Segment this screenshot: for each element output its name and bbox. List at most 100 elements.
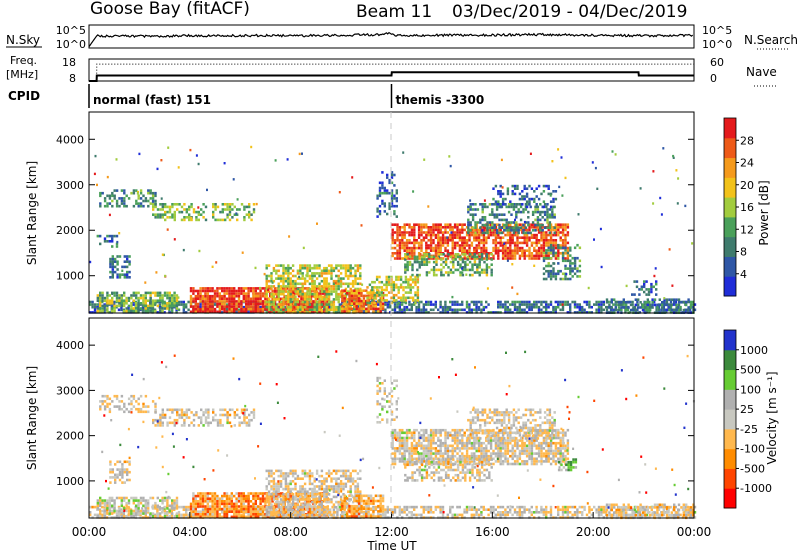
power-cell — [279, 264, 283, 267]
power-cell — [475, 300, 478, 304]
power-cell — [500, 226, 504, 229]
power-cell — [199, 287, 202, 290]
power-cell — [115, 304, 119, 308]
power-cell — [398, 233, 402, 237]
power-cell — [265, 290, 268, 293]
power-cell — [106, 296, 109, 300]
power-cell — [453, 241, 457, 245]
power-cell — [177, 303, 181, 306]
power-cell — [566, 241, 570, 245]
power-cell — [275, 277, 278, 280]
power-cell — [461, 239, 464, 242]
power-cell — [390, 191, 394, 195]
power-cell — [287, 305, 290, 309]
power-cell — [546, 221, 549, 224]
power-cell — [214, 205, 217, 209]
velocity-cell — [343, 511, 346, 514]
power-cell — [485, 236, 488, 239]
power-cell — [265, 300, 268, 304]
velocity-cell — [401, 511, 404, 514]
power-cell — [542, 236, 546, 239]
power-cell — [120, 308, 123, 312]
power-cell — [418, 273, 421, 277]
power-cell — [543, 226, 547, 229]
power-cell — [458, 246, 462, 250]
power-cell — [434, 300, 437, 304]
power-cell — [106, 234, 109, 238]
power-cell — [171, 296, 174, 300]
power-cell — [553, 213, 556, 216]
power-cell — [573, 267, 577, 270]
velocity-cell — [549, 511, 553, 514]
power-cell — [410, 257, 414, 260]
power-cell — [381, 199, 384, 203]
power-cell — [610, 306, 613, 309]
power-cell — [439, 236, 442, 239]
power-cell — [128, 255, 131, 258]
power-cell — [327, 287, 331, 291]
power-cell — [106, 294, 109, 297]
power-cell — [395, 283, 398, 287]
power-cell — [467, 231, 470, 235]
power-cell — [371, 286, 374, 289]
power-cell — [645, 280, 648, 283]
power-cell — [469, 221, 472, 224]
power-cell — [413, 241, 416, 245]
power-cell — [459, 266, 462, 269]
power-cell — [386, 173, 389, 177]
velocity-cell — [240, 513, 243, 517]
power-cell — [625, 308, 628, 312]
power-cell — [559, 231, 562, 234]
velocity-cell — [408, 505, 411, 509]
power-cell — [171, 205, 174, 209]
power-cell — [323, 277, 326, 280]
power-cell — [473, 300, 476, 304]
power-cell — [564, 226, 567, 229]
power-cell — [324, 302, 327, 306]
velocity-cell — [180, 513, 183, 517]
power-cell — [206, 302, 209, 306]
power-cell — [401, 246, 404, 250]
power-cell — [475, 246, 478, 250]
power-cell — [475, 226, 478, 229]
power-cell — [89, 311, 92, 314]
power-cell — [99, 296, 102, 300]
power-cell — [648, 311, 651, 314]
power-cell — [525, 239, 529, 242]
power-cell — [437, 231, 440, 234]
velocity-cell — [573, 505, 577, 509]
power-cell — [682, 301, 685, 304]
power-cell — [527, 221, 530, 224]
velocity-cell — [393, 511, 397, 514]
power-cell — [277, 285, 280, 288]
power-cell — [267, 274, 271, 278]
power-cell — [283, 294, 286, 298]
power-cell — [149, 304, 152, 308]
power-cell — [383, 283, 386, 287]
velocity-cell — [386, 508, 389, 511]
power-cell — [475, 239, 478, 242]
power-cell — [384, 300, 387, 304]
power-cell — [332, 279, 336, 283]
power-cell — [377, 307, 380, 311]
power-cell — [403, 249, 406, 252]
power-cell — [291, 295, 295, 299]
power-cell — [416, 286, 420, 289]
velocity-cell — [468, 508, 471, 511]
power-cell — [359, 272, 362, 275]
power-cell — [446, 311, 449, 314]
power-cell — [441, 233, 445, 237]
power-cell — [564, 249, 567, 252]
power-cell — [204, 302, 207, 306]
power-cell — [398, 241, 402, 245]
power-cell — [308, 308, 312, 312]
power-cell — [216, 300, 219, 303]
power-cell — [511, 192, 514, 196]
power-cell — [122, 311, 125, 314]
power-cell — [401, 241, 404, 245]
power-cell — [325, 311, 328, 314]
power-cell — [449, 252, 452, 255]
power-cell — [675, 303, 678, 307]
velocity-cell — [489, 505, 493, 509]
power-cell — [216, 218, 220, 222]
